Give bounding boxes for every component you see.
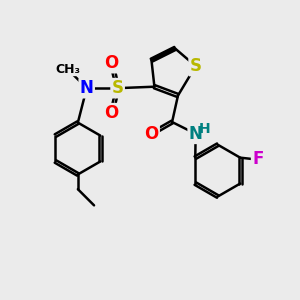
Text: N: N xyxy=(189,125,202,143)
Text: O: O xyxy=(105,54,119,72)
Text: S: S xyxy=(190,57,202,75)
Text: N: N xyxy=(80,79,94,97)
Text: CH₃: CH₃ xyxy=(55,62,80,76)
Text: F: F xyxy=(252,150,263,168)
Text: O: O xyxy=(144,125,159,143)
Text: H: H xyxy=(199,122,211,136)
Text: S: S xyxy=(112,79,124,97)
Text: O: O xyxy=(105,104,119,122)
